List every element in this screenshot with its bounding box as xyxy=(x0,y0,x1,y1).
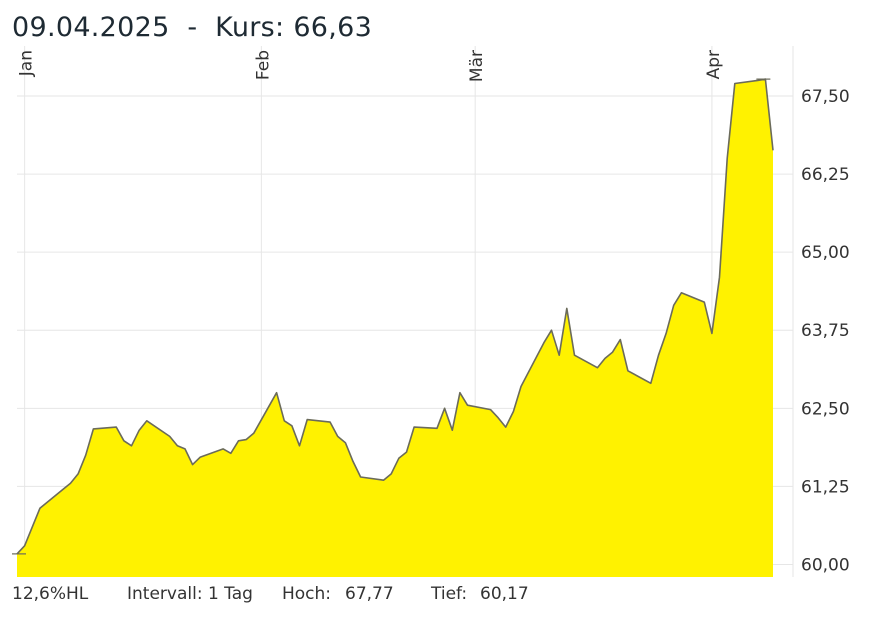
kurs-label: Kurs: xyxy=(215,12,285,43)
y-tick-label: 67,50 xyxy=(801,87,850,107)
y-tick-label: 65,00 xyxy=(801,243,850,263)
y-tick-label: 61,25 xyxy=(801,477,850,497)
price-area xyxy=(12,78,774,577)
y-tick-label: 63,75 xyxy=(801,321,850,341)
range-label: 12,6%HL xyxy=(12,584,89,604)
quote-date: 09.04.2025 xyxy=(12,12,170,43)
high-label: Hoch: xyxy=(282,584,332,604)
low-label: Tief: xyxy=(431,584,468,604)
title-separator: - xyxy=(169,12,216,43)
y-axis-labels: 60,00 61,25 62,50 63,75 65,00 66,25 67,50 xyxy=(801,87,850,576)
month-label: Mär xyxy=(467,50,487,82)
month-label: Apr xyxy=(704,50,724,79)
price-line xyxy=(16,78,774,555)
month-label: Jan xyxy=(17,50,37,77)
y-tick-label: 60,00 xyxy=(801,556,850,576)
kurs-value: 66,63 xyxy=(293,12,373,43)
month-label: Feb xyxy=(253,50,273,80)
y-tick-label: 62,50 xyxy=(801,399,850,419)
interval-label: Intervall: 1 Tag xyxy=(127,584,253,604)
low-value: 60,17 xyxy=(480,584,529,604)
price-area-fill xyxy=(17,79,773,577)
high-value: 67,77 xyxy=(345,584,394,604)
month-labels: Jan Feb Mär Apr xyxy=(17,50,724,82)
chart-title: 09.04.2025 - Kurs: 66,63 xyxy=(12,12,372,43)
y-tick-label: 66,25 xyxy=(801,165,850,185)
